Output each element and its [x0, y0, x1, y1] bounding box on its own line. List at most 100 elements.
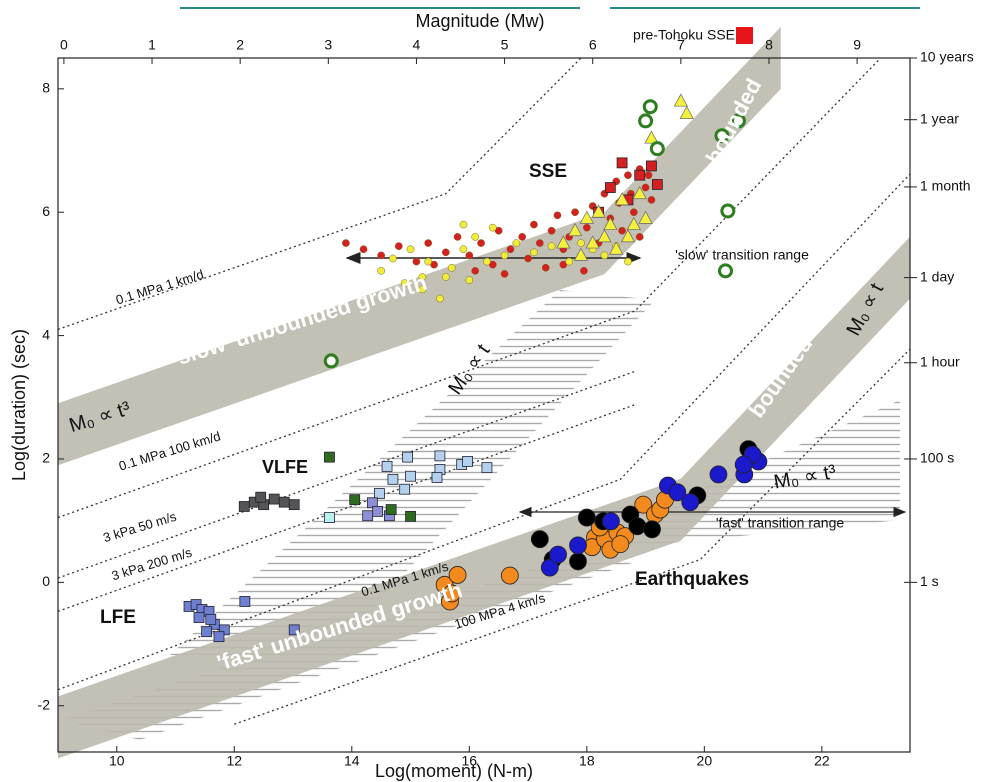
point	[618, 226, 626, 235]
point	[569, 536, 587, 555]
point	[632, 185, 647, 200]
point	[412, 257, 421, 266]
annotation: 'slow' transition range	[675, 247, 809, 263]
point	[483, 257, 491, 266]
point	[547, 226, 556, 235]
point	[518, 233, 527, 241]
point	[524, 254, 532, 263]
annotation: VLFE	[262, 457, 308, 477]
point	[668, 483, 687, 502]
legend-label: pre-Tohoku SSE	[633, 27, 735, 43]
point	[394, 242, 403, 251]
point	[374, 488, 385, 499]
point	[679, 105, 694, 119]
y-tick-label: 2	[42, 450, 50, 466]
point	[381, 460, 393, 472]
point	[620, 229, 636, 243]
point	[201, 626, 213, 638]
point	[734, 455, 753, 474]
reference-line-label: 3 kPa 200 m/s	[110, 545, 194, 584]
y2-tick-label: 1 hour	[920, 353, 960, 369]
point	[418, 285, 427, 294]
point	[540, 558, 559, 577]
y2-tick-label: 100 s	[920, 450, 954, 466]
point	[611, 535, 630, 554]
point	[634, 169, 646, 181]
point	[602, 512, 620, 531]
point	[238, 501, 250, 512]
x2-tick-label: 0	[60, 37, 68, 53]
point	[646, 160, 657, 172]
point	[567, 222, 583, 237]
point	[278, 496, 290, 508]
point	[530, 220, 538, 229]
point	[405, 470, 416, 482]
point	[717, 263, 733, 279]
point	[624, 257, 632, 266]
point	[673, 93, 688, 107]
x-axis-label: Log(moment) (N-m)	[375, 761, 533, 781]
point	[577, 508, 596, 527]
point	[405, 510, 416, 522]
point	[406, 245, 415, 254]
point	[638, 210, 653, 224]
y-axis-label: Log(duration) (sec)	[9, 329, 29, 481]
x-tick-label: 18	[579, 753, 595, 769]
point	[604, 182, 616, 193]
x2-tick-label: 5	[501, 37, 509, 53]
point	[638, 113, 654, 129]
point	[377, 251, 386, 260]
point	[585, 235, 600, 249]
point	[349, 494, 361, 506]
point	[500, 270, 509, 278]
point	[448, 566, 467, 584]
point	[635, 233, 644, 241]
x2-tick-label: 2	[236, 37, 244, 53]
point	[453, 233, 462, 241]
point	[324, 451, 335, 463]
point	[709, 465, 728, 484]
annotation: LFE	[100, 607, 136, 628]
x-tick-label: 12	[226, 753, 242, 769]
legend-swatch	[736, 27, 753, 44]
y-tick-label: 6	[42, 203, 50, 219]
reference-line	[57, 173, 911, 691]
x2-tick-label: 7	[677, 37, 685, 53]
point	[597, 229, 612, 243]
point	[442, 584, 461, 603]
point	[634, 495, 653, 514]
x-tick-label: 16	[462, 753, 478, 769]
point	[720, 203, 736, 219]
point	[459, 245, 468, 254]
point	[342, 239, 350, 247]
x-tick-label: 10	[109, 753, 125, 769]
point	[424, 239, 433, 247]
plot-frame	[57, 57, 911, 753]
point	[535, 239, 544, 247]
point	[481, 462, 493, 474]
point	[377, 266, 386, 275]
point	[714, 128, 730, 144]
point	[323, 353, 339, 369]
point	[591, 204, 606, 218]
point	[462, 456, 473, 467]
scaling-band	[58, 236, 910, 759]
point	[624, 171, 632, 180]
point	[465, 251, 474, 260]
point	[530, 248, 538, 257]
x2-tick-label: 6	[589, 37, 597, 53]
scaling-band	[58, 27, 781, 466]
point	[402, 451, 414, 463]
point	[530, 530, 549, 549]
reference-line	[57, 370, 636, 579]
point	[609, 241, 624, 255]
point	[616, 157, 628, 169]
point	[556, 235, 571, 249]
point	[193, 612, 205, 623]
point	[500, 566, 519, 585]
y2-tick-label: 1 year	[920, 110, 959, 126]
point	[565, 257, 574, 266]
point	[418, 273, 427, 281]
point	[255, 491, 267, 503]
point	[647, 196, 656, 204]
